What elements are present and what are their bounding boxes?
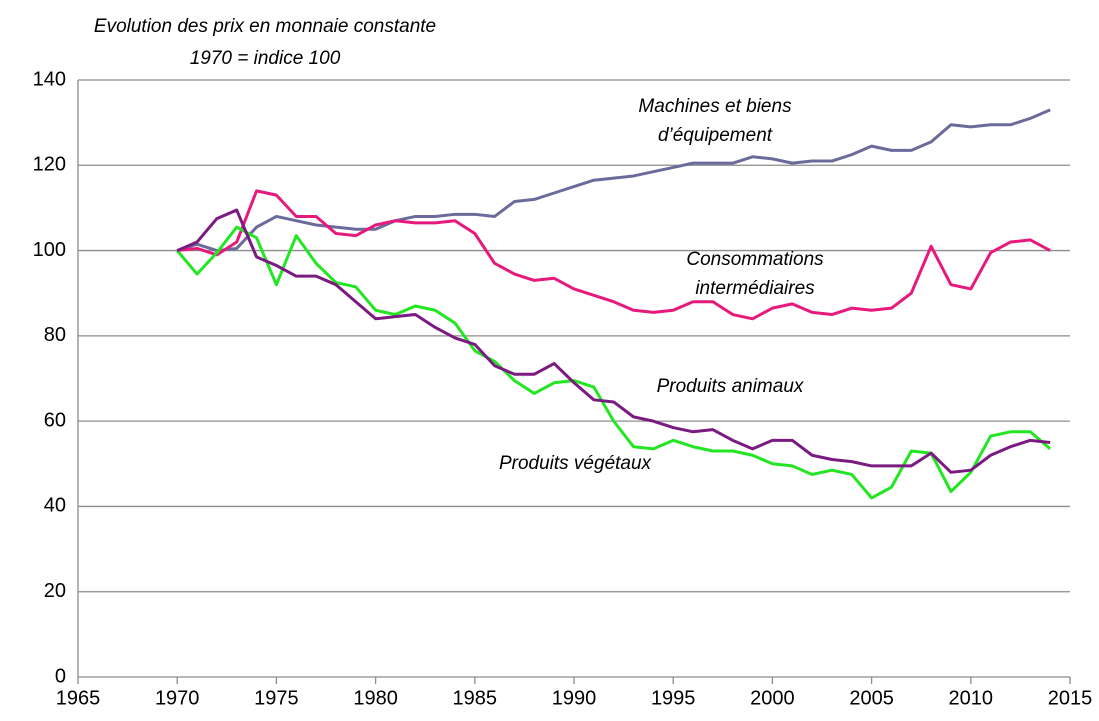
series-line	[176, 108, 1051, 253]
x-tick-label: 1970	[155, 687, 200, 709]
x-tick-label: 1975	[254, 687, 299, 709]
y-tick-label: 40	[44, 495, 66, 517]
y-tick-label: 120	[33, 154, 66, 176]
chart-subtitle: 1970 = indice 100	[190, 48, 341, 69]
series-label: Consommations	[686, 249, 824, 270]
series-line	[176, 208, 1051, 474]
series-label: Produits végétaux	[499, 453, 653, 474]
y-tick-label: 60	[44, 409, 66, 431]
series-line	[176, 225, 1052, 500]
x-tick-label: 1985	[453, 687, 498, 709]
x-tick-label: 2005	[849, 687, 894, 709]
y-tick-label: 0	[55, 665, 66, 687]
x-tick-label: 1980	[353, 687, 398, 709]
y-tick-label: 140	[33, 68, 66, 90]
series-label: intermédiaires	[695, 278, 815, 299]
y-tick-label: 80	[44, 324, 66, 346]
y-tick-label: 20	[44, 580, 66, 602]
x-tick-label: 1995	[651, 687, 696, 709]
series-label: d’équipement	[658, 125, 773, 146]
series-label: Produits animaux	[657, 376, 805, 397]
x-tick-label: 2015	[1048, 687, 1093, 709]
y-tick-label: 100	[33, 239, 66, 261]
series-label: Machines et biens	[638, 96, 792, 117]
series-line	[177, 189, 1051, 321]
x-tick-label: 1990	[552, 687, 597, 709]
x-tick-label: 2000	[750, 687, 795, 709]
x-tick-label: 2010	[949, 687, 994, 709]
chart-title: Evolution des prix en monnaie constante	[94, 16, 436, 37]
x-tick-label: 1965	[56, 687, 101, 709]
